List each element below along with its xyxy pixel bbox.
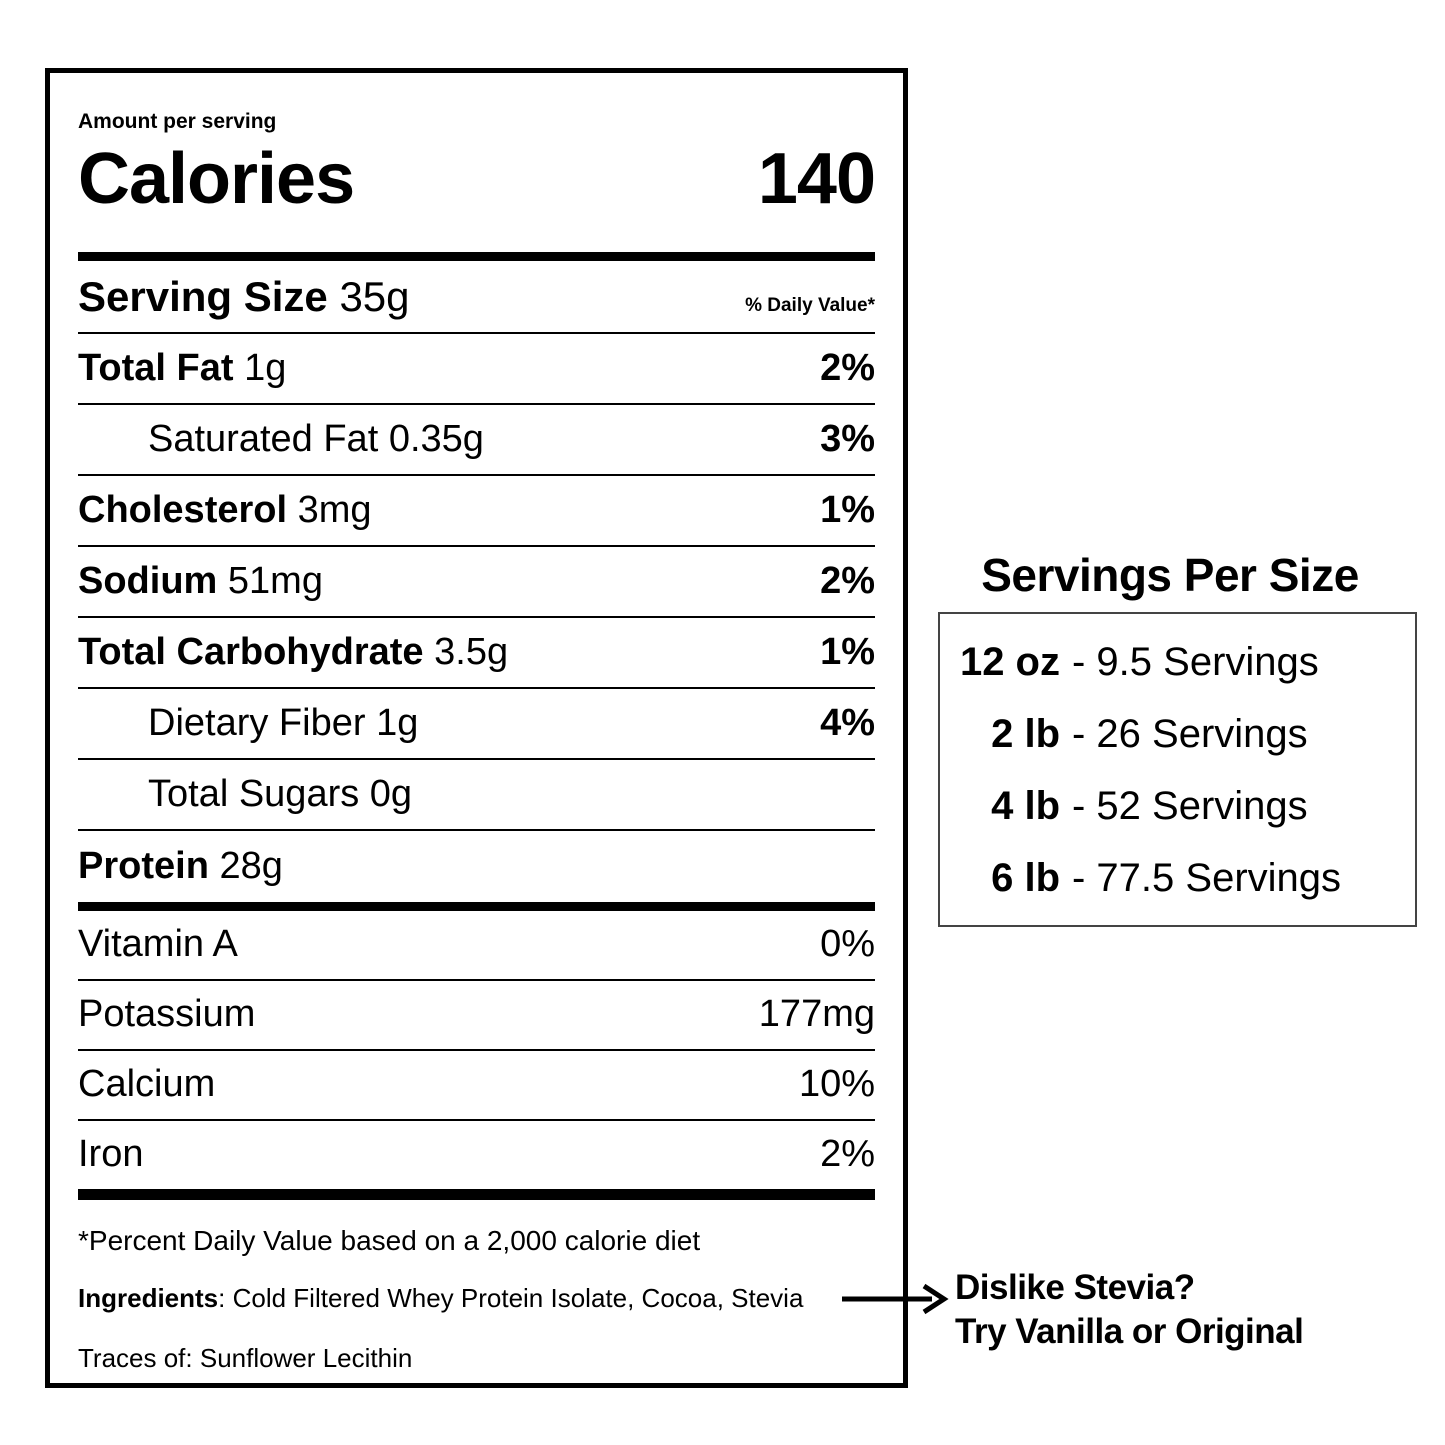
size-label: 6 lb (991, 855, 1060, 900)
servings-count: - 26 Servings (1072, 711, 1308, 756)
serving-size-label: Serving Size (78, 272, 328, 320)
nutrient-amount: 28g (219, 844, 283, 887)
nutrient-row-sodium: Sodium 51mg 2% (78, 547, 875, 618)
nutrient-dv: 4% (820, 701, 875, 744)
thick-divider-bottom (78, 1190, 875, 1200)
nutrient-row-saturated-fat: Saturated Fat 0.35g 3% (78, 405, 875, 476)
size-label: 12 oz (959, 639, 1060, 684)
stevia-callout: Dislike Stevia? Try Vanilla or Original (955, 1266, 1304, 1354)
nutrition-facts-panel: Amount per serving Calories 140 Serving … (45, 68, 908, 1388)
thick-divider-middle (78, 901, 875, 911)
nutrient-row-total-fat: Total Fat 1g 2% (78, 334, 875, 405)
thick-divider-top (78, 251, 875, 261)
micronutrient-row-vitamin-a: Vitamin A 0% (78, 911, 875, 981)
servings-row-6lb: 6 lb - 77.5 Servings (940, 842, 1415, 914)
servings-per-size-box: 12 oz - 9.5 Servings 2 lb - 26 Servings … (938, 612, 1417, 927)
nutrient-row-total-carbohydrate: Total Carbohydrate 3.5g 1% (78, 618, 875, 689)
nutrient-name: Total Fat (78, 346, 234, 389)
nutrient-name: Saturated Fat (148, 417, 379, 460)
micronutrient-row-calcium: Calcium 10% (78, 1051, 875, 1121)
nutrient-row-cholesterol: Cholesterol 3mg 1% (78, 476, 875, 547)
nutrient-row-dietary-fiber: Dietary Fiber 1g 4% (78, 689, 875, 760)
micronutrient-value: 2% (820, 1133, 875, 1176)
nutrient-amount: 1g (244, 346, 287, 389)
nutrient-amount: 1g (376, 701, 419, 744)
micronutrient-value: 177mg (758, 993, 875, 1036)
serving-size: Serving Size 35g (78, 273, 410, 321)
nutrient-name: Cholesterol (78, 488, 288, 531)
amount-per-serving-label: Amount per serving (78, 110, 277, 133)
servings-count: - 52 Servings (1072, 783, 1308, 828)
micronutrient-row-iron: Iron 2% (78, 1121, 875, 1191)
daily-value-footnote: *Percent Daily Value based on a 2,000 ca… (78, 1224, 701, 1256)
calories-value: 140 (757, 139, 876, 220)
nutrient-dv: 2% (820, 346, 875, 389)
calories-label: Calories (78, 139, 355, 220)
micronutrient-value: 10% (798, 1063, 875, 1106)
servings-row-2lb: 2 lb - 26 Servings (940, 698, 1415, 770)
daily-value-header: % Daily Value* (745, 294, 875, 316)
micronutrient-value: 0% (820, 923, 875, 966)
servings-count: - 77.5 Servings (1072, 855, 1342, 900)
traces-line: Traces of: Sunflower Lecithin (78, 1342, 413, 1373)
micronutrient-name: Vitamin A (78, 923, 238, 966)
servings-row-4lb: 4 lb - 52 Servings (940, 770, 1415, 842)
nutrient-amount: 0g (369, 772, 413, 815)
nutrient-name: Total Carbohydrate (78, 630, 424, 673)
servings-per-size-title: Servings Per Size (981, 549, 1359, 601)
nutrient-dv: 3% (820, 417, 875, 460)
nutrient-amount: 51mg (227, 559, 323, 602)
nutrient-name: Total Sugars (148, 772, 360, 815)
right-arrow-icon (842, 1283, 949, 1315)
nutrient-name: Sodium (78, 559, 218, 602)
nutrient-name: Protein (78, 844, 209, 887)
micronutrient-row-potassium: Potassium 177mg (78, 981, 875, 1051)
nutrient-row-protein: Protein 28g (78, 831, 875, 902)
servings-row-12oz: 12 oz - 9.5 Servings (940, 626, 1415, 698)
nutrient-amount: 3.5g (434, 630, 509, 673)
servings-count: - 9.5 Servings (1072, 639, 1319, 684)
ingredients-label: Ingredients (78, 1283, 219, 1314)
serving-size-row: Serving Size 35g % Daily Value* (78, 261, 875, 334)
nutrient-row-total-sugars: Total Sugars 0g (78, 760, 875, 831)
calories-row: Calories 140 (78, 139, 876, 220)
callout-line1: Dislike Stevia? (955, 1268, 1195, 1307)
ingredients-line: Ingredients: Cold Filtered Whey Protein … (78, 1283, 875, 1314)
nutrient-name: Dietary Fiber (148, 701, 366, 744)
nutrient-amount: 0.35g (388, 417, 484, 460)
size-label: 2 lb (991, 711, 1060, 756)
micronutrient-name: Iron (78, 1133, 144, 1176)
nutrient-dv: 1% (820, 630, 875, 673)
size-label: 4 lb (991, 783, 1060, 828)
nutrient-dv: 2% (820, 559, 875, 602)
nutrient-dv: 1% (820, 488, 875, 531)
ingredients-value: : Cold Filtered Whey Protein Isolate, Co… (218, 1283, 804, 1314)
serving-size-value: 35g (339, 272, 410, 320)
micronutrient-name: Calcium (78, 1063, 216, 1106)
nutrient-amount: 3mg (297, 488, 372, 531)
callout-line2: Try Vanilla or Original (955, 1311, 1304, 1351)
micronutrient-name: Potassium (78, 993, 256, 1036)
